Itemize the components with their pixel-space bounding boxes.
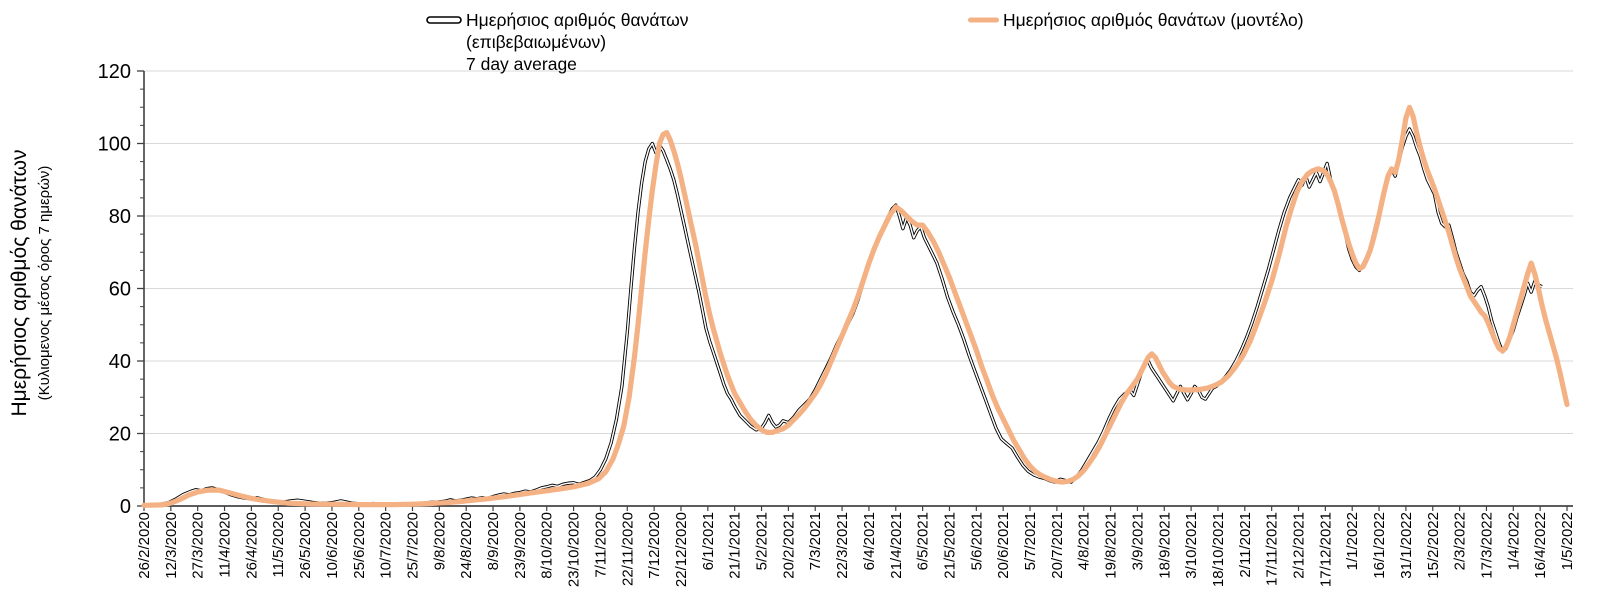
- x-tick-label: 2/12/2021: [1291, 512, 1308, 579]
- x-tick-label: 17/3/2022: [1478, 512, 1495, 579]
- x-tick-label: 19/8/2021: [1103, 512, 1120, 579]
- y-tick-label: 80: [109, 206, 131, 228]
- x-tick-label: 11/4/2020: [217, 512, 234, 578]
- x-tick-label: 1/4/2022: [1505, 512, 1522, 570]
- x-tick-label: 22/12/2020: [673, 512, 690, 587]
- legend-label-confirmed-line3: 7 day average: [466, 54, 577, 74]
- x-tick-label: 2/3/2022: [1452, 512, 1469, 570]
- x-tick-label: 26/5/2020: [297, 512, 314, 579]
- x-tick-label: 3/9/2021: [1129, 512, 1146, 570]
- x-tick-label: 17/12/2021: [1317, 512, 1334, 587]
- x-tick-label: 18/10/2021: [1210, 512, 1227, 587]
- x-tick-label: 22/11/2020: [619, 512, 636, 586]
- legend: Ημερήσιος αριθμός θανάτων (επιβεβαιωμένω…: [426, 10, 1304, 74]
- x-tick-label: 6/5/2021: [915, 512, 932, 570]
- x-tick-label: 20/7/2021: [1049, 512, 1066, 579]
- x-tick-label: 6/1/2021: [700, 512, 717, 570]
- x-tick-label: 5/6/2021: [968, 512, 985, 570]
- x-tick-labels-layer: 26/2/2020 12/3/2020 27/3/2020 11/4/2020 26/4…: [136, 512, 1576, 587]
- axes-layer: [137, 70, 1573, 511]
- x-tick-label: 27/3/2020: [190, 512, 207, 579]
- y-tick-labels-layer: 0 20 40 60 80 100 120: [98, 61, 131, 518]
- x-tick-label: 23/9/2020: [512, 512, 529, 579]
- x-tick-label: 21/5/2021: [941, 512, 958, 579]
- legend-label-model: Ημερήσιος αριθμός θανάτων (μοντέλο): [1003, 10, 1304, 30]
- x-tick-label: 7/12/2020: [646, 512, 663, 579]
- x-tick-label: 25/7/2020: [404, 512, 421, 579]
- y-tick-label: 60: [109, 279, 131, 301]
- x-tick-label: 17/11/2021: [1264, 512, 1281, 586]
- x-tick-label: 15/2/2022: [1425, 512, 1442, 579]
- x-tick-label: 22/3/2021: [834, 512, 851, 579]
- x-tick-label: 16/1/2022: [1371, 512, 1388, 579]
- legend-label-confirmed-line1: Ημερήσιος αριθμός θανάτων: [466, 10, 689, 30]
- x-tick-label: 16/4/2022: [1532, 512, 1549, 579]
- x-tick-label: 4/8/2021: [1076, 512, 1093, 570]
- x-tick-label: 1/5/2022: [1559, 512, 1576, 570]
- legend-marker-model: [968, 17, 999, 23]
- x-tick-label: 12/3/2020: [163, 512, 180, 579]
- x-tick-label: 10/7/2020: [378, 512, 395, 579]
- x-tick-label: 9/8/2020: [431, 512, 448, 570]
- x-tick-label: 5/7/2021: [1022, 512, 1039, 570]
- y-tick-label: 0: [120, 496, 131, 518]
- x-tick-label: 20/6/2021: [995, 512, 1012, 579]
- x-tick-label: 3/10/2021: [1183, 512, 1200, 579]
- y-tick-label: 40: [109, 351, 131, 373]
- x-tick-label: 5/2/2021: [754, 512, 771, 570]
- x-tick-label: 8/9/2020: [485, 512, 502, 570]
- x-tick-label: 21/4/2021: [888, 512, 905, 579]
- x-tick-label: 25/6/2020: [351, 512, 368, 579]
- x-tick-label: 6/4/2021: [861, 512, 878, 570]
- series-model-line: [141, 104, 1570, 508]
- x-tick-label: 23/10/2020: [566, 512, 583, 587]
- x-tick-label: 24/8/2020: [458, 512, 475, 579]
- y-axis-title: Ημερήσιος αριθμός θανάτων: [8, 149, 31, 416]
- x-tick-label: 26/4/2020: [243, 512, 260, 579]
- x-tick-label: 20/2/2021: [780, 512, 797, 579]
- x-tick-label: 2/11/2021: [1237, 512, 1254, 578]
- x-tick-label: 26/2/2020: [136, 512, 153, 579]
- legend-marker-confirmed: [426, 16, 462, 24]
- series-layer: [141, 104, 1570, 508]
- gridlines-layer: [144, 70, 1573, 434]
- x-tick-label: 8/10/2020: [539, 512, 556, 579]
- x-tick-label: 10/6/2020: [324, 512, 341, 579]
- x-tick-label: 1/1/2022: [1344, 512, 1361, 570]
- y-tick-label: 100: [98, 134, 131, 156]
- x-tick-label: 21/1/2021: [727, 512, 744, 579]
- x-tick-label: 18/9/2021: [1156, 512, 1173, 579]
- x-tick-label: 31/1/2022: [1398, 512, 1415, 579]
- y-tick-label: 20: [109, 424, 131, 446]
- legend-label-confirmed-line2: (επιβεβαιωμένων): [466, 32, 606, 52]
- x-tick-label: 11/5/2020: [270, 512, 287, 578]
- x-tick-label: 7/3/2021: [807, 512, 824, 570]
- y-axis-subtitle: (Κυλιομενος μέσος όρος 7 ημερών): [36, 166, 53, 401]
- y-tick-label: 120: [98, 61, 131, 83]
- x-tick-label: 7/11/2020: [592, 512, 609, 578]
